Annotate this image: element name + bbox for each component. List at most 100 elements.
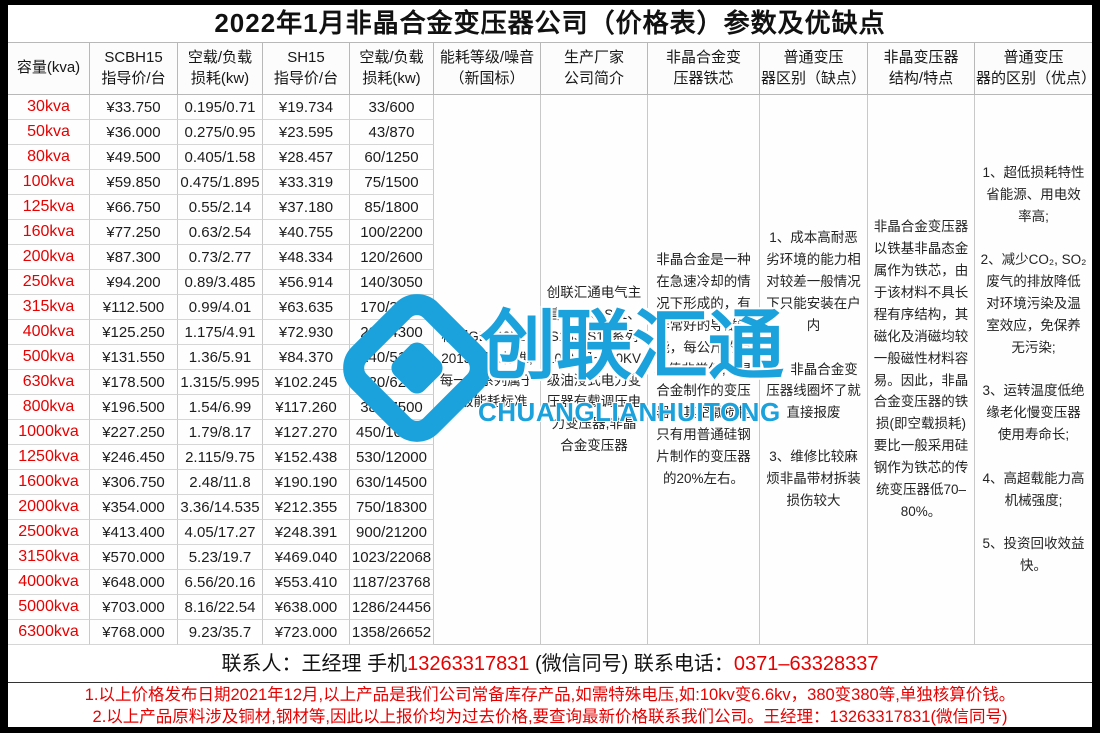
cell-sh15-loss: 60/1250 bbox=[350, 145, 434, 170]
cell-scbh15-price: ¥112.500 bbox=[90, 295, 178, 320]
cell-sh15-loss: 100/2200 bbox=[350, 220, 434, 245]
cell-capacity: 80kva bbox=[8, 145, 90, 170]
cell-capacity: 630kva bbox=[8, 370, 90, 395]
cell-scbh15-price: ¥49.500 bbox=[90, 145, 178, 170]
ordinary-diff-pros-cell: 1、超低损耗特性省能源、用电效率高; 2、减少CO₂, SO₂废气的排放降低对环… bbox=[975, 95, 1092, 645]
cell-sh15-loss: 75/1500 bbox=[350, 170, 434, 195]
cell-sh15-price: ¥23.595 bbox=[263, 120, 350, 145]
cell-sh15-price: ¥190.190 bbox=[263, 470, 350, 495]
cell-sh15-loss: 530/12000 bbox=[350, 445, 434, 470]
column-header-4: SH15 指导价/台 bbox=[263, 43, 350, 95]
cell-sh15-price: ¥63.635 bbox=[263, 295, 350, 320]
cell-scbh15-loss: 1.36/5.91 bbox=[178, 345, 263, 370]
cell-sh15-price: ¥37.180 bbox=[263, 195, 350, 220]
cell-capacity: 50kva bbox=[8, 120, 90, 145]
cell-capacity: 160kva bbox=[8, 220, 90, 245]
cell-sh15-loss: 240/5150 bbox=[350, 345, 434, 370]
footnote-1: 1.以上价格发布日期2021年12月,以上产品是我们公司常备库存产品,如需特殊电… bbox=[84, 686, 1016, 704]
column-header-3: 空载/负载 损耗(kw) bbox=[178, 43, 263, 95]
cell-scbh15-price: ¥87.300 bbox=[90, 245, 178, 270]
column-header-1: 容量(kva) bbox=[8, 43, 90, 95]
cell-capacity: 800kva bbox=[8, 395, 90, 420]
cell-capacity: 5000kva bbox=[8, 595, 90, 620]
mobile-phone-number: 13263317831 bbox=[407, 653, 530, 675]
cell-scbh15-loss: 0.73/2.77 bbox=[178, 245, 263, 270]
cell-capacity: 1000kva bbox=[8, 420, 90, 445]
cell-scbh15-price: ¥306.750 bbox=[90, 470, 178, 495]
cell-scbh15-price: ¥178.500 bbox=[90, 370, 178, 395]
cell-capacity: 4000kva bbox=[8, 570, 90, 595]
cell-scbh15-price: ¥413.400 bbox=[90, 520, 178, 545]
column-header-8: 非晶合金变 压器铁芯 bbox=[648, 43, 760, 95]
cell-sh15-loss: 85/1800 bbox=[350, 195, 434, 220]
cell-scbh15-price: ¥33.750 bbox=[90, 95, 178, 120]
cell-scbh15-price: ¥66.750 bbox=[90, 195, 178, 220]
footnotes: 1.以上价格发布日期2021年12月,以上产品是我们公司常备库存产品,如需特殊电… bbox=[8, 683, 1092, 727]
cell-scbh15-price: ¥125.250 bbox=[90, 320, 178, 345]
column-header-10: 非晶变压器 结构/特点 bbox=[868, 43, 975, 95]
cell-scbh15-loss: 0.55/2.14 bbox=[178, 195, 263, 220]
cell-scbh15-loss: 1.175/4.91 bbox=[178, 320, 263, 345]
cell-capacity: 3150kva bbox=[8, 545, 90, 570]
price-sheet-page: 2022年1月非晶合金变压器公司（价格表）参数及优缺点 容量(kva) SCBH1… bbox=[8, 5, 1092, 727]
cell-sh15-price: ¥469.040 bbox=[263, 545, 350, 570]
column-header-11: 普通变压 器的区别（优点） bbox=[975, 43, 1092, 95]
cell-capacity: 1600kva bbox=[8, 470, 90, 495]
cell-sh15-price: ¥117.260 bbox=[263, 395, 350, 420]
cell-sh15-loss: 630/14500 bbox=[350, 470, 434, 495]
cell-sh15-loss: 140/3050 bbox=[350, 270, 434, 295]
cell-sh15-price: ¥723.000 bbox=[263, 620, 350, 645]
cell-scbh15-price: ¥131.550 bbox=[90, 345, 178, 370]
cell-scbh15-price: ¥36.000 bbox=[90, 120, 178, 145]
cell-sh15-price: ¥102.245 bbox=[263, 370, 350, 395]
contact-line: 联系人：王经理 手机13263317831 (微信同号) 联系电话：0371–6… bbox=[8, 645, 1092, 683]
cell-scbh15-loss: 0.475/1.895 bbox=[178, 170, 263, 195]
cell-capacity: 100kva bbox=[8, 170, 90, 195]
cell-scbh15-loss: 6.56/20.16 bbox=[178, 570, 263, 595]
cell-scbh15-loss: 1.79/8.17 bbox=[178, 420, 263, 445]
cell-sh15-loss: 1286/24456 bbox=[350, 595, 434, 620]
cell-capacity: 1250kva bbox=[8, 445, 90, 470]
cell-scbh15-loss: 0.89/3.485 bbox=[178, 270, 263, 295]
cell-capacity: 500kva bbox=[8, 345, 90, 370]
cell-sh15-loss: 200/4300 bbox=[350, 320, 434, 345]
cell-sh15-loss: 1358/26652 bbox=[350, 620, 434, 645]
cell-sh15-loss: 43/870 bbox=[350, 120, 434, 145]
cell-capacity: 125kva bbox=[8, 195, 90, 220]
cell-sh15-loss: 750/18300 bbox=[350, 495, 434, 520]
cell-sh15-price: ¥248.391 bbox=[263, 520, 350, 545]
cell-sh15-price: ¥553.410 bbox=[263, 570, 350, 595]
amorphous-core-cell: 非晶合金是一种在急速冷却的情况下形成的，有非常好的导磁性能，每公斤的损耗值非常低… bbox=[648, 95, 760, 645]
cell-sh15-price: ¥72.930 bbox=[263, 320, 350, 345]
cell-scbh15-loss: 0.99/4.01 bbox=[178, 295, 263, 320]
cell-scbh15-loss: 0.275/0.95 bbox=[178, 120, 263, 145]
cell-scbh15-price: ¥570.000 bbox=[90, 545, 178, 570]
footnote-2: 2.以上产品原料涉及铜材,钢材等,因此以上报价均为过去价格,要查询最新价格联系我… bbox=[92, 708, 1008, 726]
cell-sh15-loss: 320/6200 bbox=[350, 370, 434, 395]
cell-scbh15-price: ¥768.000 bbox=[90, 620, 178, 645]
cell-sh15-price: ¥127.270 bbox=[263, 420, 350, 445]
cell-sh15-loss: 900/21200 bbox=[350, 520, 434, 545]
cell-scbh15-price: ¥703.000 bbox=[90, 595, 178, 620]
column-header-2: SCBH15 指导价/台 bbox=[90, 43, 178, 95]
cell-capacity: 2500kva bbox=[8, 520, 90, 545]
contact-mid-label: (微信同号) 联系电话： bbox=[529, 653, 734, 675]
cell-scbh15-loss: 9.23/35.7 bbox=[178, 620, 263, 645]
cell-sh15-loss: 380/7500 bbox=[350, 395, 434, 420]
cell-scbh15-loss: 3.36/14.535 bbox=[178, 495, 263, 520]
cell-scbh15-loss: 0.405/1.58 bbox=[178, 145, 263, 170]
cell-sh15-loss: 33/600 bbox=[350, 95, 434, 120]
cell-sh15-price: ¥40.755 bbox=[263, 220, 350, 245]
structure-features-cell: 非晶合金变压器以铁基非晶态金属作为铁芯，由于该材料不具长程有序结构，其磁化及消磁… bbox=[868, 95, 975, 645]
cell-sh15-loss: 170/3650 bbox=[350, 295, 434, 320]
cell-sh15-loss: 120/2600 bbox=[350, 245, 434, 270]
page-title: 2022年1月非晶合金变压器公司（价格表）参数及优缺点 bbox=[214, 8, 886, 38]
column-header-9: 普通变压 器区别（缺点） bbox=[760, 43, 868, 95]
cell-scbh15-price: ¥59.850 bbox=[90, 170, 178, 195]
cell-capacity: 6300kva bbox=[8, 620, 90, 645]
energy-standard-cell: 根据GB20052–2013,国家标准,每一个系列属于二级能耗标准 bbox=[434, 95, 541, 645]
cell-sh15-price: ¥638.000 bbox=[263, 595, 350, 620]
office-phone-number: 0371–63328337 bbox=[733, 653, 879, 675]
cell-scbh15-loss: 0.195/0.71 bbox=[178, 95, 263, 120]
cell-scbh15-loss: 1.315/5.995 bbox=[178, 370, 263, 395]
